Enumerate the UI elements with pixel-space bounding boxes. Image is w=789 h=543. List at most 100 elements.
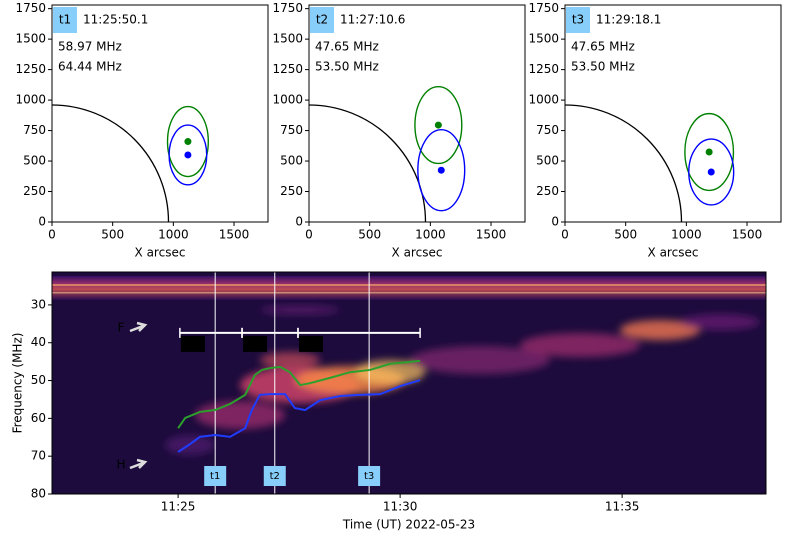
legend-label: 53.50 MHz (315, 60, 379, 74)
time-marker-box (358, 466, 381, 486)
annotation-arrow (129, 458, 148, 470)
phase-label-box (298, 335, 323, 352)
phase-label-box (243, 335, 268, 352)
x-tick-label: 500 (614, 228, 637, 242)
legend-label: 64.44 MHz (58, 60, 122, 74)
time-label-box (566, 7, 590, 33)
time-marker-label: t2 (270, 471, 280, 482)
y-tick-label: 500 (536, 154, 559, 168)
y-tick-label: 250 (23, 184, 46, 198)
axes-frame (308, 4, 526, 223)
y-tick-label: 1000 (15, 93, 46, 107)
time-label: t1 (59, 13, 71, 27)
x-tick-label: 11:30 (383, 500, 418, 514)
y-tick-label: 0 (295, 215, 303, 229)
y-tick-label: 1250 (272, 62, 303, 76)
y-tick-label: 1500 (15, 32, 46, 46)
source-centroid (434, 121, 442, 129)
x-tick-label: 11:25 (161, 500, 196, 514)
y-tick-label: 70 (31, 449, 46, 463)
x-tick-label: 1500 (476, 228, 507, 242)
y-tick-label: 30 (31, 297, 46, 311)
time-label: t3 (572, 13, 584, 27)
x-tick-label: 500 (358, 228, 381, 242)
y-tick-label: 750 (536, 123, 559, 137)
time-label-box (53, 7, 77, 33)
source-contour (166, 105, 209, 178)
phase-label: P3 (305, 339, 317, 350)
y-tick-label: 0 (551, 215, 559, 229)
legend-label: 58.97 MHz (58, 40, 122, 54)
y-tick-label: 1000 (272, 93, 303, 107)
time-marker-label: t3 (364, 471, 374, 482)
annotation: F (118, 321, 125, 335)
drift-line (177, 359, 421, 429)
time-marker-label: t1 (210, 471, 220, 482)
time-value: 11:27:10.6 (340, 13, 405, 27)
x-tick-label: 1500 (219, 228, 250, 242)
source-centroid (437, 166, 445, 174)
time-marker-box (263, 466, 286, 486)
legend-label: 47.65 MHz (315, 40, 379, 54)
solar-limb (309, 104, 427, 222)
time-label: t2 (316, 13, 328, 27)
time-label-box (310, 7, 334, 33)
legend-label: 47.65 MHz (571, 40, 635, 54)
y-tick-label: 1000 (528, 93, 559, 107)
time-value: 11:25:50.1 (83, 13, 148, 27)
source-centroid (707, 168, 715, 176)
x-tick-label: 0 (305, 228, 313, 242)
x-tick-label: 1000 (158, 228, 189, 242)
source-contour (414, 85, 463, 165)
source-contour (684, 112, 735, 192)
y-tick-label: 80 (31, 487, 46, 501)
y-tick-label: 1250 (528, 62, 559, 76)
x-tick-label: 1500 (732, 228, 763, 242)
y-tick-label: 1750 (15, 1, 46, 15)
annotation: H (116, 458, 125, 472)
source-centroid (184, 138, 192, 146)
time-value: 11:29:18.1 (596, 13, 661, 27)
axes-frame (51, 271, 767, 495)
x-tick-label: 0 (48, 228, 56, 242)
axes-frame (564, 4, 782, 223)
y-tick-label: 0 (38, 215, 46, 229)
x-axis-label: Time (UT) 2022-05-23 (342, 518, 475, 532)
source-centroid (705, 148, 713, 156)
x-tick-label: 1000 (671, 228, 702, 242)
y-tick-label: 50 (31, 373, 46, 387)
y-tick-label: 500 (280, 154, 303, 168)
time-marker-box (204, 466, 227, 486)
y-tick-label: 250 (280, 184, 303, 198)
phase-label-box (180, 335, 205, 352)
phase-label: P1 (187, 339, 199, 350)
x-axis-label: X arcsec (392, 246, 443, 260)
source-contour (168, 124, 208, 186)
y-tick-label: 40 (31, 335, 46, 349)
plot-area (52, 104, 209, 222)
y-tick-label: 1500 (272, 32, 303, 46)
source-contour (417, 129, 466, 212)
solar-limb (565, 104, 683, 222)
x-tick-label: 500 (101, 228, 124, 242)
y-tick-label: 750 (280, 123, 303, 137)
y-tick-label: 250 (536, 184, 559, 198)
y-axis-label: Frequency (MHz) (11, 333, 25, 434)
axes-frame (51, 4, 269, 223)
x-tick-label: 1000 (415, 228, 446, 242)
legend-label: 53.50 MHz (571, 60, 635, 74)
y-tick-label: 1750 (272, 1, 303, 15)
x-tick-label: 11:35 (605, 500, 640, 514)
overlay (177, 272, 421, 494)
spectrogram-image (52, 272, 766, 494)
y-tick-label: 60 (31, 411, 46, 425)
x-axis-label: X arcsec (135, 246, 186, 260)
plot-area (565, 104, 735, 222)
drift-line (177, 379, 421, 453)
x-tick-label: 0 (561, 228, 569, 242)
solar-limb (52, 104, 170, 222)
y-tick-label: 500 (23, 154, 46, 168)
y-tick-label: 1500 (528, 32, 559, 46)
annotation-arrow (129, 321, 148, 333)
